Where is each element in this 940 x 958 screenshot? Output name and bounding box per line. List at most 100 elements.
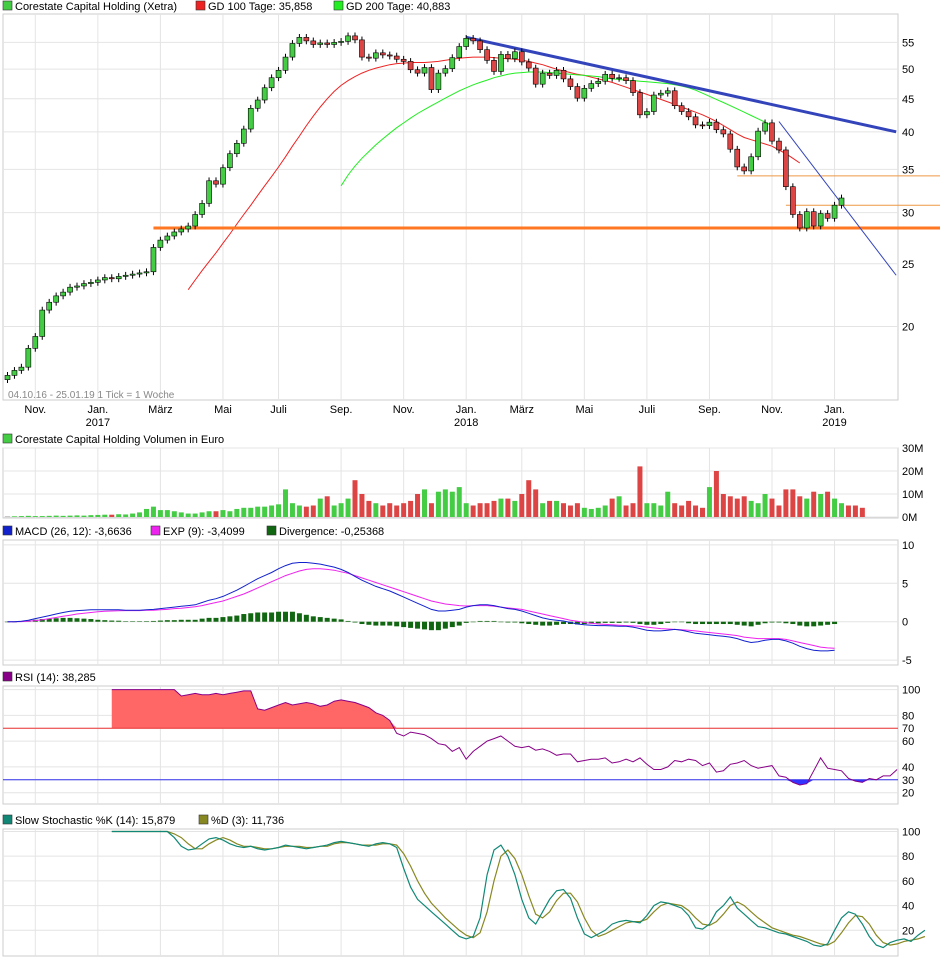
candle-down	[560, 70, 567, 80]
candle-up	[81, 283, 87, 287]
volume-bar	[554, 500, 560, 517]
legend-swatch-volume	[2, 433, 13, 444]
volume-bar	[672, 503, 678, 517]
divergence-bar	[741, 621, 747, 626]
candle-up	[512, 51, 518, 60]
price-y-tick-label: 40	[902, 127, 914, 139]
macd-divergence-bars	[5, 611, 838, 631]
candle-down	[525, 61, 532, 69]
divergence-bar	[804, 621, 810, 627]
divergence-bar	[790, 621, 796, 625]
divergence-bar	[658, 621, 664, 625]
volume-bar	[32, 516, 38, 517]
volume-bar	[533, 489, 539, 517]
x-month-label: März	[510, 404, 534, 416]
divergence-bar	[255, 612, 261, 622]
candle-down	[713, 121, 720, 131]
volume-bar	[199, 512, 205, 517]
volume-bar	[512, 500, 518, 517]
volume-bar	[46, 515, 52, 517]
candle-up	[164, 235, 171, 241]
divergence-bar	[269, 612, 275, 622]
divergence-bar	[262, 612, 268, 622]
volume-bar	[818, 494, 824, 517]
volume-bar	[616, 496, 622, 517]
volume-bar	[123, 514, 129, 517]
volume-bar	[157, 510, 163, 517]
divergence-bar	[519, 621, 525, 624]
divergence-bar	[394, 621, 400, 627]
candle-down	[359, 39, 365, 58]
candle-up	[338, 41, 344, 43]
candle-down	[379, 52, 386, 56]
volume-bar	[185, 513, 191, 517]
price-y-tick-label: 35	[902, 164, 914, 176]
candle-down	[303, 37, 310, 42]
divergence-bar	[651, 621, 657, 625]
volume-bar	[790, 489, 796, 517]
legend-exp-label: EXP (9): -3,4099	[163, 526, 245, 538]
volume-bar	[797, 496, 803, 517]
candle-down	[324, 42, 331, 45]
candle-down	[310, 40, 317, 45]
volume-bar	[519, 494, 525, 517]
legend-swatch-divergence	[266, 525, 277, 536]
divergence-bar	[331, 618, 337, 622]
candle-up	[60, 291, 66, 297]
divergence-bar	[74, 618, 80, 622]
candle-up	[463, 38, 470, 47]
volume-bar	[317, 498, 323, 517]
divergence-bar	[484, 620, 490, 622]
volume-bar	[401, 503, 407, 517]
divergence-bar	[109, 620, 115, 622]
macd-y-tick-label: 10	[902, 540, 914, 552]
volume-bars	[5, 466, 865, 517]
divergence-bar	[442, 621, 448, 629]
divergence-bar	[734, 621, 740, 625]
volume-bar	[491, 500, 497, 517]
volume-bar	[241, 507, 247, 517]
divergence-bar	[595, 621, 601, 624]
volume-bar	[310, 505, 316, 517]
candle-up	[150, 247, 157, 273]
candle-up	[192, 214, 198, 227]
candle-up	[539, 72, 546, 85]
price-y-axis: 55 50 45 40 35 30 25 20	[902, 37, 914, 333]
divergence-bar	[512, 621, 518, 623]
candle-up	[373, 52, 379, 59]
divergence-bar	[39, 619, 45, 622]
candle-up	[199, 203, 205, 215]
candle-up	[317, 42, 324, 45]
divergence-bar	[679, 621, 685, 623]
divergence-bar	[470, 621, 476, 623]
legend-price-label: Corestate Capital Holding (Xetra)	[15, 1, 177, 13]
candle-down	[810, 211, 817, 227]
divergence-bar	[213, 617, 219, 622]
volume-bar	[331, 505, 337, 517]
divergence-bar	[706, 621, 712, 625]
rsi-lines	[3, 689, 898, 786]
divergence-bar	[366, 621, 372, 625]
candle-up	[456, 46, 463, 58]
macd-y-tick-label: 0	[902, 617, 908, 629]
macd-y-axis: 10 5 0 -5	[902, 540, 914, 667]
legend-stoch-k-label: Slow Stochastic %K (14): 15,879	[15, 815, 175, 827]
stochastic-frame	[2, 828, 899, 957]
price-candles	[4, 32, 845, 384]
volume-bar	[373, 503, 379, 517]
divergence-bar	[727, 621, 733, 625]
candle-up	[220, 167, 226, 185]
volume-y-tick-label: 30M	[902, 443, 923, 455]
divergence-bar	[686, 621, 692, 624]
divergence-bar	[130, 621, 136, 622]
volume-bar	[477, 503, 483, 517]
volume-bar	[852, 505, 858, 517]
rsi-y-tick-label: 30	[902, 775, 914, 787]
volume-bar	[387, 503, 393, 517]
x-axis: Nov. Jan. März Mai Juli Sep. Nov. Jan. März Mai Ju…	[24, 404, 846, 429]
divergence-bar	[227, 616, 233, 622]
divergence-bar	[435, 621, 441, 631]
stochastic-y-tick-label: 60	[902, 876, 914, 888]
volume-bar	[428, 503, 434, 517]
